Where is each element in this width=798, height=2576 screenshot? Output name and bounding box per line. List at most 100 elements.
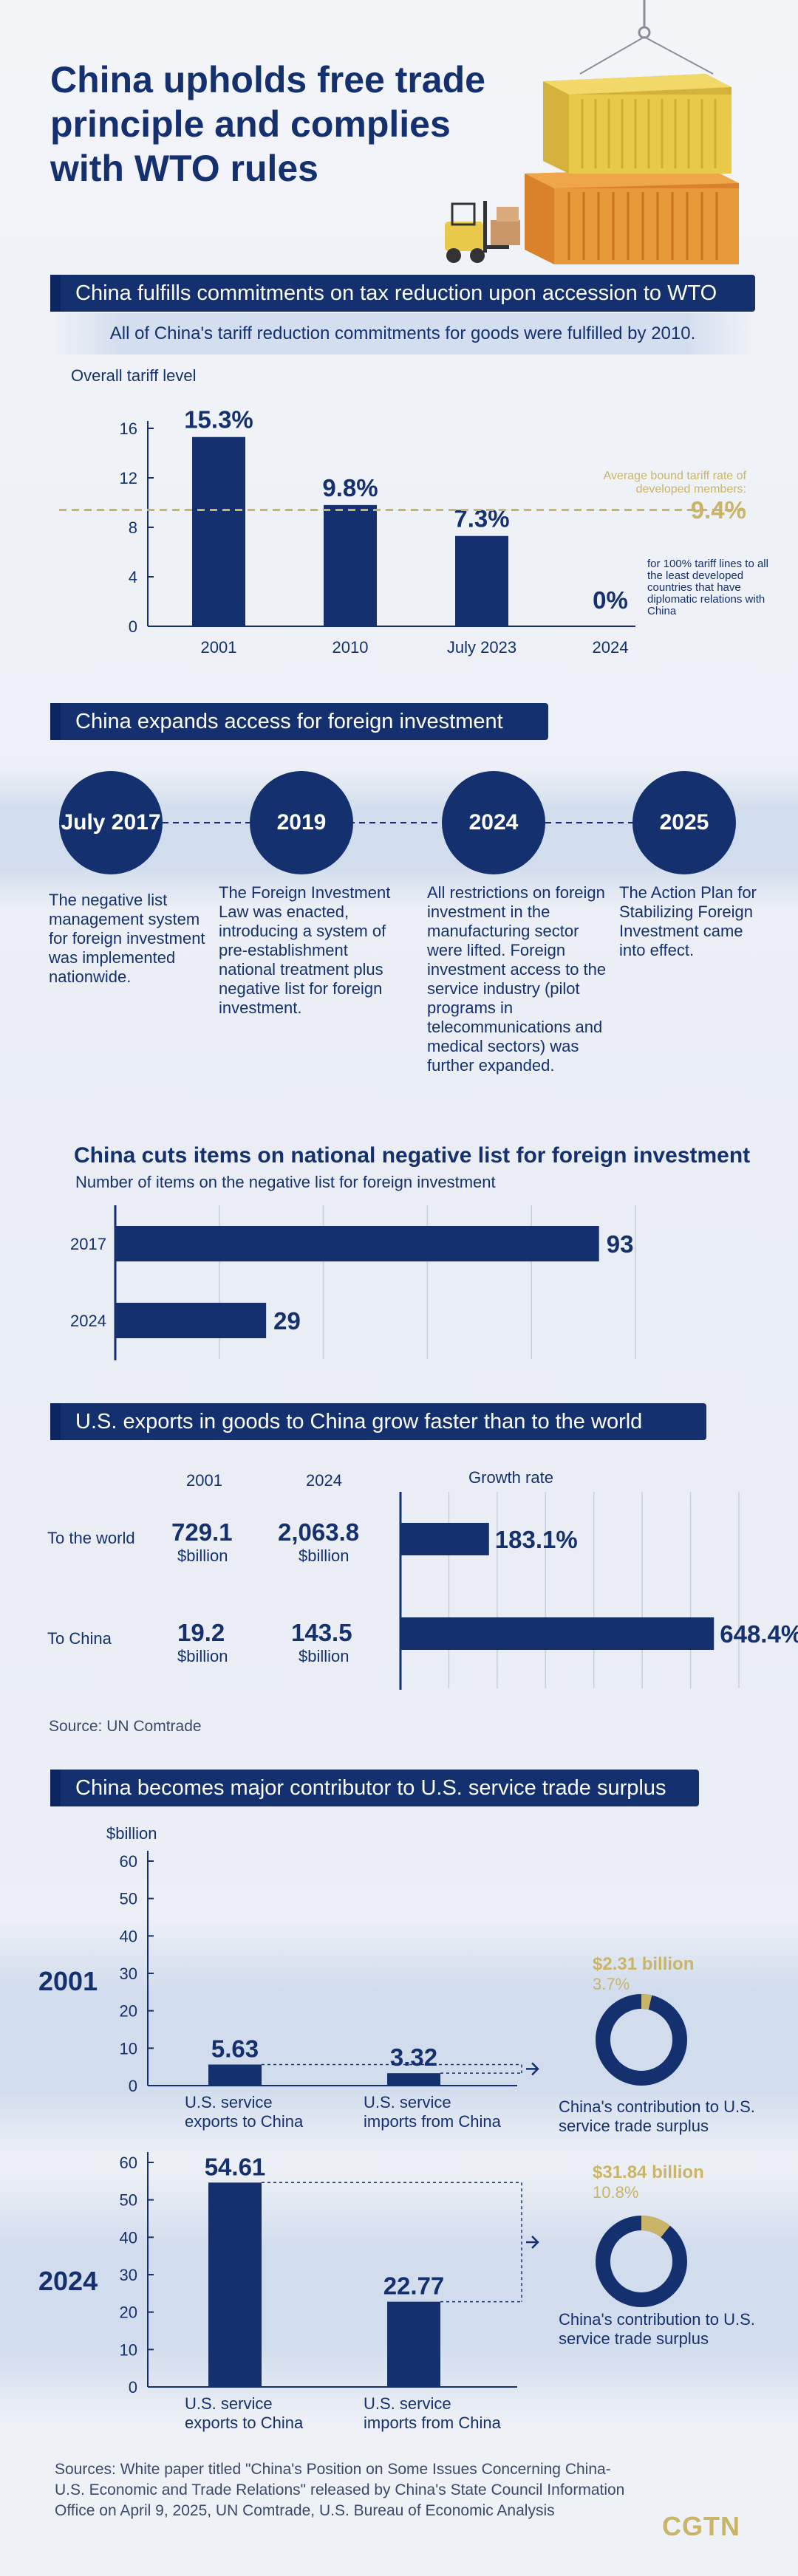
- negative-list-bar-2024: [115, 1303, 267, 1338]
- service-value-2001-0: 5.63: [211, 2035, 259, 2062]
- tariff-value-label-1: 9.8%: [322, 474, 378, 501]
- growth-value-1: 648.4%: [720, 1620, 798, 1648]
- panel-year-2024: 2024: [38, 2266, 98, 2296]
- donut-slice-china-2001: [596, 1994, 687, 2086]
- y-tick-0: 0: [129, 617, 137, 636]
- world-2024-unit: $billion: [299, 1546, 349, 1565]
- growth-bar-0: [400, 1523, 489, 1555]
- timeline-circle-2024: 2024: [442, 771, 545, 874]
- tariff-2024-note: for 100% tariff lines to all the least d…: [647, 558, 768, 617]
- tariff-bar-1: [324, 504, 377, 626]
- service-y-tick-30: 30: [120, 2266, 137, 2284]
- band-2001: [0, 1920, 798, 2157]
- growth-bar-1: [400, 1617, 715, 1650]
- timeline-text-2017: The negative list management system for …: [49, 891, 205, 986]
- footer-sources: Sources: White paper titled "China's Pos…: [55, 2461, 625, 2519]
- donut-ring-2024: [596, 2216, 687, 2307]
- section2-banner: China expands access for foreign investm…: [50, 703, 548, 740]
- y-tick-12: 12: [120, 469, 137, 487]
- service-value-2024-1: 22.77: [383, 2272, 445, 2300]
- arrow-right-icon: [526, 2236, 539, 2249]
- surplus-connector: [262, 2182, 522, 2302]
- timeline-circle-2017: July 2017: [59, 771, 163, 874]
- donut-2024-value: $31.84 billion: [593, 2162, 704, 2182]
- service-x-label-2001-1: U.S. service imports from China: [364, 2093, 502, 2131]
- tariff-x-label-1: 2010: [332, 638, 369, 657]
- service-y-tick-0: 0: [129, 2378, 137, 2397]
- service-y-tick-10: 10: [120, 2340, 137, 2359]
- china-2024-unit: $billion: [299, 1647, 349, 1665]
- tariff-value-label-0: 15.3%: [184, 406, 253, 434]
- row-label-world: To the world: [47, 1529, 135, 1547]
- tariff-x-label-3: 2024: [593, 638, 629, 657]
- page-title: China upholds free trade principle and c…: [50, 59, 485, 189]
- service-y-tick-50: 50: [120, 2191, 137, 2210]
- section4-banner: U.S. exports in goods to China grow fast…: [50, 1403, 706, 1440]
- reference-line-label: Average bound tariff rate of developed m…: [603, 470, 746, 496]
- service-y-tick-60: 60: [120, 2154, 137, 2172]
- cgtn-logo: CGTN: [662, 2511, 740, 2541]
- donut-2024-pct: 10.8%: [593, 2183, 639, 2202]
- y-tick-16: 16: [120, 419, 137, 438]
- col-header-2024: 2024: [306, 1471, 342, 1490]
- row-label-china: To China: [47, 1629, 112, 1648]
- timeline-text-2019: The Foreign Investment Law was enacted, …: [219, 883, 391, 1017]
- service-bar-2024-0: [208, 2182, 262, 2387]
- donut-2001-value: $2.31 billion: [593, 1954, 695, 1974]
- service-y-tick-30: 30: [120, 1964, 137, 1983]
- service-bar-2024-1: [387, 2301, 440, 2387]
- orange-container-icon: [525, 168, 739, 264]
- world-2001-unit: $billion: [177, 1546, 228, 1565]
- donut-2024-label: China's contribution to U.S. service tra…: [559, 2310, 755, 2348]
- section1-subtitle: All of China's tariff reduction commitme…: [50, 313, 755, 354]
- panel-year-2001: 2001: [38, 1966, 98, 1996]
- tariff-value-label-3: 0%: [593, 586, 628, 614]
- china-2001-unit: $billion: [177, 1647, 228, 1665]
- yellow-container-icon: [543, 74, 732, 174]
- negative-list-bar-2017: [115, 1226, 599, 1261]
- negative-list-chart: 93 2017 29 2024: [70, 1205, 636, 1360]
- crane-hook-icon: [579, 0, 714, 75]
- timeline-text-2025: The Action Plan for Stabilizing Foreign …: [619, 883, 757, 959]
- col-header-growth: Growth rate: [468, 1468, 553, 1487]
- service-x-label-2024-0: U.S. service exports to China: [185, 2394, 304, 2432]
- service-y-tick-40: 40: [120, 2228, 137, 2247]
- tariff-bar-0: [192, 436, 245, 626]
- negative-list-value-2024: 29: [273, 1307, 301, 1335]
- forklift-icon: [445, 201, 520, 263]
- service-bar-2001-1: [387, 2073, 440, 2086]
- growth-value-0: 183.1%: [495, 1526, 578, 1553]
- tariff-axis-title: Overall tariff level: [71, 366, 197, 385]
- timeline-line: [163, 822, 635, 823]
- service-y-tick-0: 0: [129, 2077, 137, 2095]
- section4-source: Source: UN Comtrade: [49, 1718, 202, 1735]
- timeline-circle-2019: 2019: [250, 771, 353, 874]
- arrow-right-icon: [526, 2062, 539, 2076]
- col-header-2001: 2001: [186, 1471, 222, 1490]
- tariff-x-label-0: 2001: [201, 638, 237, 657]
- service-y-tick-10: 10: [120, 2039, 137, 2058]
- negative-list-year-2017: 2017: [70, 1235, 106, 1253]
- donut-2001-label: China's contribution to U.S. service tra…: [559, 2097, 755, 2135]
- section5-banner: China becomes major contributor to U.S. …: [50, 1770, 699, 1806]
- timeline-text-2024: All restrictions on foreign investment i…: [427, 883, 607, 1075]
- service-unit-label: $billion: [106, 1824, 157, 1843]
- tariff-bar-2: [455, 535, 508, 626]
- growth-chart: 183.1% 648.4%: [399, 1492, 798, 1690]
- container-illustration: [445, 0, 739, 264]
- y-tick-8: 8: [129, 518, 137, 537]
- timeline-circle-2025: 2025: [632, 771, 736, 874]
- section1-banner: China fulfills commitments on tax reduct…: [50, 275, 755, 312]
- service-chart: 0 10 20 30 40 50 60 5.63 U.S. service exports to …: [120, 1851, 687, 2432]
- negative-list-value-2017: 93: [607, 1230, 634, 1258]
- china-2024-value: 143.5: [291, 1619, 352, 1646]
- donut-slice-china-2024: [596, 2216, 687, 2307]
- world-2001-value: 729.1: [171, 1518, 233, 1546]
- service-x-label-2001-0: U.S. service exports to China: [185, 2093, 304, 2131]
- y-tick-4: 4: [129, 568, 137, 586]
- service-y-tick-40: 40: [120, 1927, 137, 1945]
- reference-line-value: 9.4%: [690, 496, 746, 524]
- service-value-2001-1: 3.32: [390, 2044, 437, 2071]
- service-bar-2001-0: [208, 2064, 262, 2086]
- service-value-2024-0: 54.61: [205, 2153, 266, 2180]
